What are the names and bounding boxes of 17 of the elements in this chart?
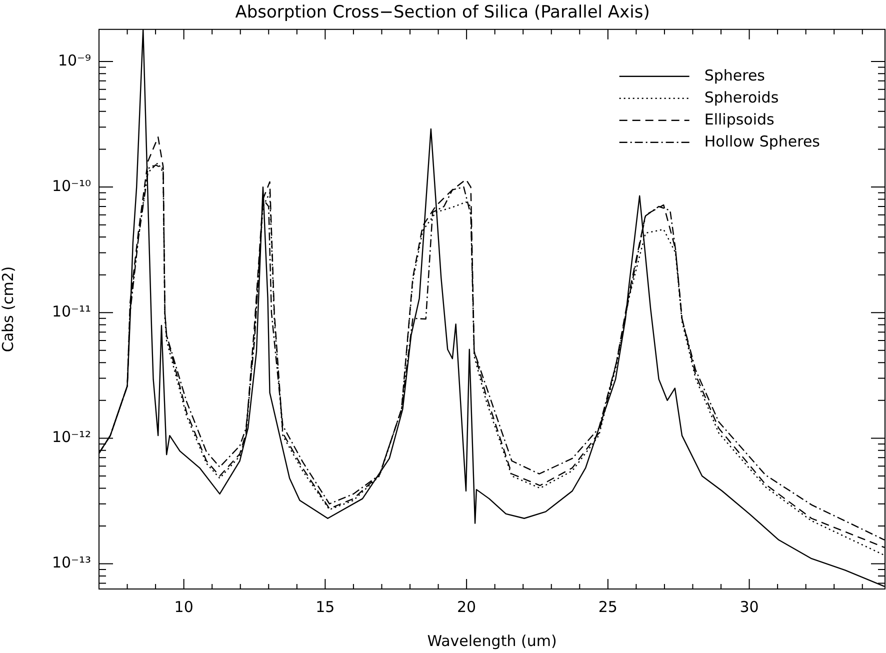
x-tick-label: 15 — [316, 598, 335, 616]
x-axis-title: Wavelength (um) — [427, 632, 557, 650]
x-tick-label: 10 — [174, 598, 194, 616]
legend-label: Spheres — [704, 66, 766, 84]
y-tick-label: 10⁻⁹ — [58, 51, 91, 70]
legend-label: Hollow Spheres — [704, 132, 820, 150]
y-tick-label: 10⁻¹³ — [52, 554, 91, 572]
y-tick-label: 10⁻¹² — [52, 428, 91, 446]
legend-label: Ellipsoids — [704, 110, 775, 128]
chart-title: Absorption Cross−Section of Silica (Parallel Axis) — [235, 2, 650, 23]
y-axis-title: Cabs (cm2) — [0, 266, 17, 352]
y-tick-label: 10⁻¹¹ — [52, 302, 91, 321]
legend-label: Spheroids — [704, 88, 779, 106]
x-tick-label: 20 — [457, 598, 476, 616]
y-tick-label: 10⁻¹⁰ — [52, 176, 91, 195]
x-tick-label: 30 — [740, 598, 759, 616]
x-tick-label: 25 — [598, 598, 618, 616]
